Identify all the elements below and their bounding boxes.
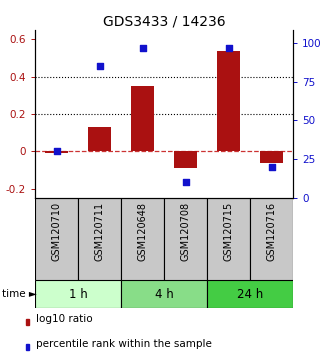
Point [226, 45, 231, 50]
Bar [217, 51, 240, 151]
Text: percentile rank within the sample: percentile rank within the sample [36, 339, 212, 349]
Bar [35, 280, 121, 308]
Bar [174, 151, 197, 168]
Point [97, 63, 102, 69]
Text: GSM120716: GSM120716 [266, 202, 276, 261]
Bar [45, 151, 68, 153]
Bar [35, 198, 78, 280]
Text: 4 h: 4 h [155, 287, 173, 301]
Text: GSM120648: GSM120648 [137, 202, 148, 261]
Point [54, 149, 59, 154]
Bar [207, 280, 293, 308]
Text: log10 ratio: log10 ratio [36, 314, 92, 324]
Bar [88, 127, 111, 151]
Bar [164, 198, 207, 280]
Text: 1 h: 1 h [69, 287, 87, 301]
Title: GDS3433 / 14236: GDS3433 / 14236 [103, 15, 225, 29]
Text: GSM120710: GSM120710 [51, 202, 62, 261]
Bar [207, 198, 250, 280]
Bar [131, 86, 154, 151]
Point [140, 45, 145, 50]
Text: time ►: time ► [2, 289, 37, 299]
Bar [121, 280, 207, 308]
Point [269, 164, 274, 170]
Bar [26, 344, 29, 350]
Bar [250, 198, 293, 280]
Bar [121, 198, 164, 280]
Bar [78, 198, 121, 280]
Text: GSM120711: GSM120711 [94, 202, 105, 261]
Bar [260, 151, 283, 164]
Text: GSM120715: GSM120715 [223, 202, 233, 261]
Point [183, 180, 188, 185]
Text: 24 h: 24 h [237, 287, 263, 301]
Text: GSM120708: GSM120708 [180, 202, 190, 261]
Bar [26, 319, 29, 325]
